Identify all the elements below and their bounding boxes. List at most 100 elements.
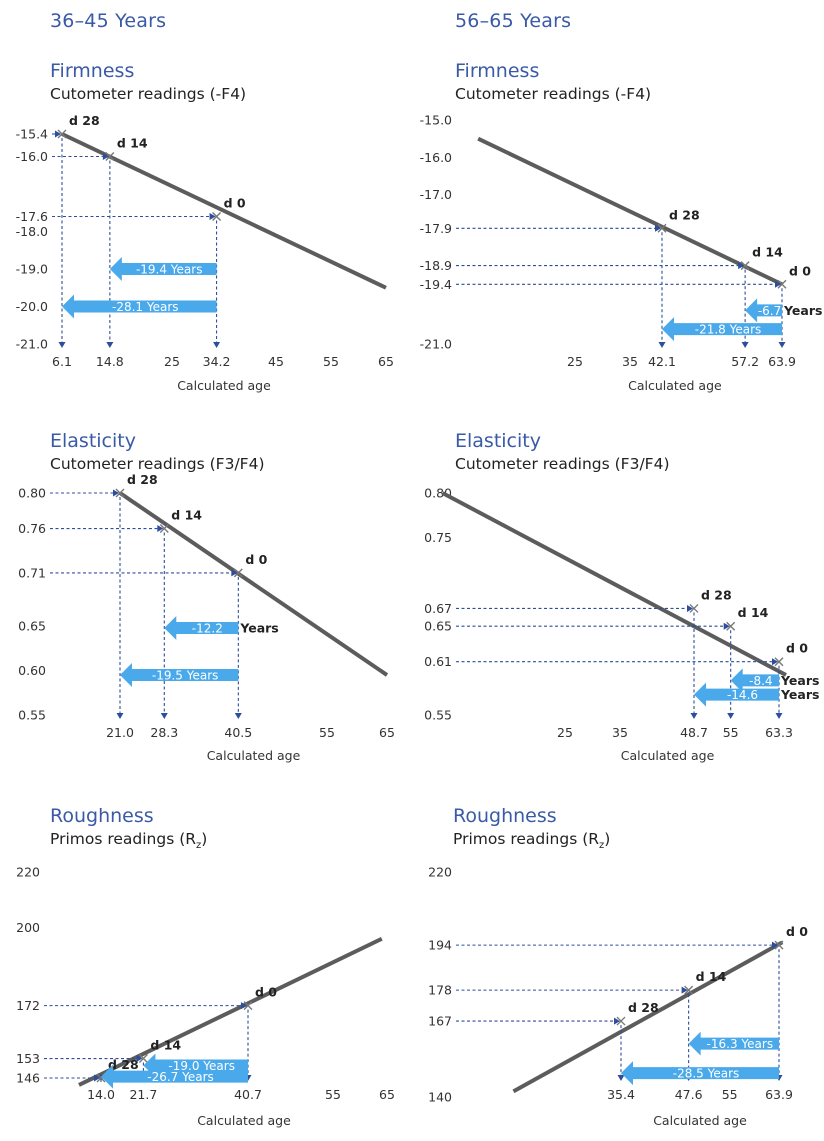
x-tick-label: 65 — [378, 354, 394, 369]
x-tick-label: 55 — [323, 354, 339, 369]
chart-title: Roughness — [453, 805, 557, 827]
y-tick-label: -17.6 — [16, 209, 48, 224]
trend-line — [78, 937, 383, 1087]
chart-subtitle: Primos readings (Rz) — [50, 830, 207, 851]
x-tick-label: 55 — [723, 725, 739, 740]
trend-line — [512, 940, 784, 1094]
y-tick-label: 178 — [428, 983, 452, 998]
guide-arrowhead — [775, 280, 781, 288]
data-point-marker — [774, 940, 784, 950]
improvement-arrow: -19.4 Years — [109, 257, 217, 281]
data-point-marker — [777, 279, 787, 289]
improvement-label: -21.8 Years — [695, 323, 762, 337]
x-tick-label: 14.8 — [96, 354, 124, 369]
guide-arrowhead-down — [690, 713, 698, 719]
data-point-label: d 14 — [171, 508, 202, 523]
y-tick-label: 0.55 — [424, 708, 452, 723]
x-tick-label: 63.9 — [768, 354, 796, 369]
chart-subtitle: Primos readings (Rz) — [453, 830, 610, 851]
y-tick-label: 194 — [428, 938, 452, 953]
trend-line — [441, 491, 787, 677]
y-tick-label: -19.0 — [16, 262, 48, 277]
guide-arrowhead — [157, 525, 164, 533]
y-tick-label: -17.9 — [420, 221, 452, 236]
improvement-arrow: -26.7 Years — [101, 1064, 248, 1089]
subtitle-end: ) — [604, 830, 611, 848]
improvement-label: -8.4 — [749, 674, 772, 688]
guide-arrowhead — [113, 489, 119, 497]
roughness-right-chart: Roughness Primos readings (Rz) 220 194 178… — [412, 805, 824, 1141]
trend-line — [477, 136, 783, 287]
data-point-marker — [774, 657, 784, 667]
improvement-arrow-shape — [745, 298, 782, 323]
improvement-arrow-shape — [688, 1031, 779, 1056]
subtitle-subscript: z — [599, 840, 605, 852]
x-tick-label: 57.2 — [731, 354, 759, 369]
y-tick-label: 0.55 — [18, 708, 46, 723]
y-tick-label: 0.60 — [18, 663, 46, 678]
x-tick-label: 55 — [722, 1087, 738, 1102]
improvement-label: -12.2 — [192, 621, 223, 635]
x-tick-label: 65 — [379, 725, 395, 740]
y-tick-label: -15.4 — [16, 127, 48, 142]
data-point-label: d 0 — [786, 924, 808, 939]
guide-arrowhead-down — [727, 713, 735, 719]
y-tick-label: -16.0 — [16, 149, 48, 164]
subtitle-subscript: z — [196, 840, 202, 852]
y-tick-label: -16.0 — [420, 150, 452, 165]
elasticity-right-chart: Elasticity Cutometer readings (F3/F4) 0.… — [412, 430, 824, 770]
data-point-marker — [689, 603, 699, 613]
subtitle-text: Primos readings (R — [453, 830, 600, 848]
guide-arrowhead — [614, 1017, 620, 1025]
data-point-label: d 0 — [789, 263, 811, 278]
x-tick-label: 40.5 — [224, 725, 252, 740]
y-tick-label: 0.75 — [424, 530, 452, 545]
data-point-marker — [105, 152, 115, 161]
x-tick-label: 45 — [268, 354, 284, 369]
x-tick-label: 35.4 — [607, 1087, 635, 1102]
y-tick-label: 0.80 — [18, 486, 46, 501]
subtitle-text: Primos readings (R — [50, 830, 197, 848]
chart-subtitle: Cutometer readings (-F4) — [50, 85, 247, 103]
firmness-right-chart: Firmness Cutometer readings (-F4) -15.0-… — [412, 60, 824, 400]
x-tick-label: 25 — [557, 725, 573, 740]
chart-plot: 0.80 0.75 0.67 0.65 0.61 0.55 25 35 48.7 55 63.3 Ca… — [424, 486, 819, 764]
data-point-marker — [57, 129, 67, 139]
x-tick-label: 21.7 — [129, 1087, 157, 1102]
y-tick-label: -21.0 — [16, 337, 48, 352]
elasticity-left-chart: Elasticity Cutometer readings (F3/F4) 0.… — [0, 430, 410, 770]
firmness-left-chart: Firmness Cutometer readings (-F4) -15.4-… — [0, 60, 410, 400]
improvement-arrow: -6.7 Years — [745, 298, 822, 323]
x-tick-label: 34.2 — [203, 354, 231, 369]
y-tick-label: -21.0 — [420, 337, 452, 352]
y-tick-label: 0.71 — [18, 565, 46, 580]
x-axis-label: Calculated age — [197, 1113, 291, 1128]
chart-title: Elasticity — [50, 430, 136, 452]
chart-plot: -15.0 -16.0 -17.0 -17.9 -18.9 -19.4 -21.0 25 35 4… — [420, 113, 823, 394]
x-tick-label: 35 — [622, 354, 638, 369]
trend-line — [118, 491, 389, 677]
y-tick-label: 0.76 — [18, 521, 46, 536]
x-tick-label: 40.7 — [234, 1087, 262, 1102]
data-point-label: d 28 — [669, 207, 700, 222]
data-point-label: d 28 — [628, 1000, 659, 1015]
improvement-arrow-shape — [101, 1064, 248, 1089]
chart-plot: 220 194 178 167 140 35.4 47.6 55 63.9 Calculated … — [428, 865, 808, 1129]
improvement-label: -26.7 Years — [147, 1070, 214, 1084]
y-tick-label: -17.0 — [420, 187, 452, 202]
data-point-label: d 0 — [245, 552, 267, 567]
x-axis-label: Calculated age — [628, 378, 722, 393]
roughness-left-chart: Roughness Primos readings (Rz) 220 200 172… — [0, 805, 410, 1141]
left-column-header: 36–45 Years — [50, 10, 167, 32]
improvement-arrow: -14.6 Years — [694, 682, 819, 707]
y-tick-label: -15.0 — [420, 113, 452, 128]
data-point-label: d 0 — [786, 641, 808, 656]
y-tick-label: 220 — [428, 865, 452, 880]
improvement-suffix: Years — [783, 303, 822, 318]
y-tick-label: 0.65 — [18, 619, 46, 634]
right-column-header: 56–65 Years — [455, 10, 572, 32]
data-point-marker — [115, 488, 125, 498]
subtitle-end: ) — [201, 830, 208, 848]
data-point-label: d 28 — [108, 1057, 139, 1072]
y-tick-label: 140 — [428, 1090, 452, 1105]
